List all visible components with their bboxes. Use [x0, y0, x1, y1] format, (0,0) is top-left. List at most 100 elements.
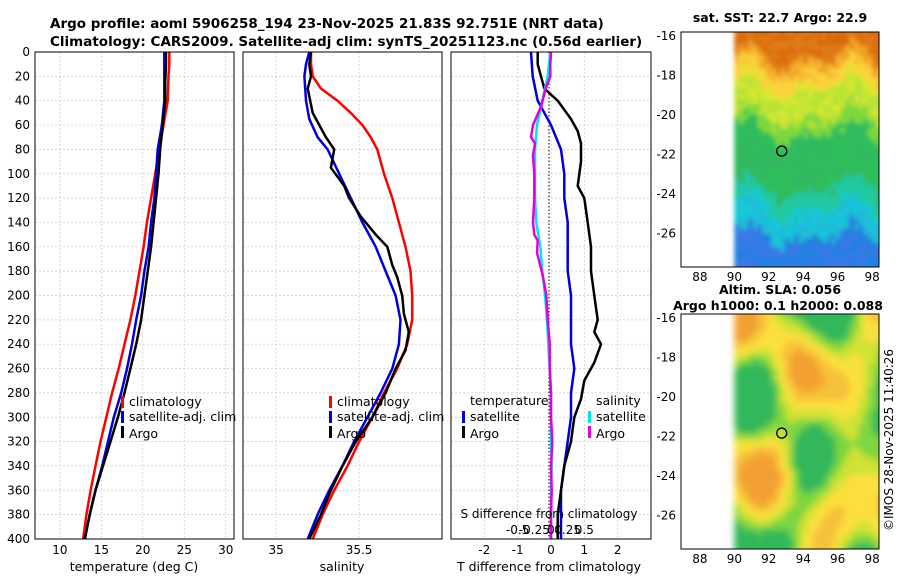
heatmap-cell [771, 442, 777, 448]
heatmap-cell [743, 479, 749, 485]
heatmap-cell [798, 442, 804, 448]
heatmap-cell [849, 188, 855, 194]
heatmap-cell [840, 169, 846, 175]
heatmap-cell [784, 483, 791, 489]
heatmap-cell [775, 178, 781, 184]
legend-label-argo: Argo [337, 426, 366, 441]
heatmap-cell [761, 197, 768, 203]
heatmap-cell [784, 479, 791, 485]
heatmap-cell [766, 506, 772, 512]
heatmap-cell [775, 201, 781, 207]
heatmap-cell [863, 77, 869, 83]
heatmap-cell [771, 488, 777, 494]
heatmap-cell [766, 146, 772, 152]
heatmap-cell [876, 234, 879, 240]
heatmap-cell [748, 442, 754, 448]
heatmap-cell [821, 32, 827, 37]
heatmap-cell [872, 252, 878, 258]
heatmap-cell [826, 174, 832, 180]
heatmap-cell [789, 451, 795, 457]
heatmap-cell [803, 174, 809, 180]
heatmap-cell [872, 474, 878, 480]
heatmap-cell [789, 68, 795, 74]
heatmap-cell [821, 396, 827, 402]
heatmap-cell [798, 345, 804, 351]
heatmap-cell [748, 456, 754, 462]
heatmap-cell [738, 123, 745, 129]
heatmap-cell [752, 174, 758, 180]
heatmap-cell [753, 553, 758, 558]
heatmap-cell [784, 36, 791, 42]
heatmap-cell [826, 197, 832, 203]
heatmap-cell [734, 451, 740, 457]
heatmap-cell [835, 396, 841, 402]
heatmap-cell [775, 234, 781, 240]
heatmap-cell [734, 314, 740, 319]
heatmap-cell [826, 146, 832, 152]
heatmap-cell [752, 73, 758, 79]
depth-tick-label: 380 [7, 508, 30, 522]
heatmap-cell [771, 211, 777, 217]
heatmap-cell [876, 497, 879, 503]
heatmap-cell [830, 45, 837, 51]
heatmap-cell [743, 460, 749, 466]
heatmap-cell [830, 252, 837, 258]
heatmap-cell [859, 553, 864, 558]
heatmap-cell [863, 247, 869, 253]
heatmap-cell [784, 341, 791, 347]
heatmap-cell [775, 59, 781, 65]
heatmap-cell [794, 396, 800, 402]
heatmap-cell [780, 271, 785, 276]
heatmap-cell [844, 437, 850, 443]
heatmap-cell [803, 419, 809, 425]
heatmap-cell [807, 91, 814, 97]
heatmap-cell [867, 479, 873, 485]
heatmap-cell [775, 410, 781, 416]
heatmap-cell [812, 215, 818, 221]
heatmap-cell [757, 77, 763, 83]
heatmap-cell [863, 201, 869, 207]
heatmap-cell [771, 539, 777, 545]
heatmap-cell [752, 341, 758, 347]
heatmap-cell [780, 364, 786, 370]
heatmap-cell [830, 520, 837, 526]
heatmap-cell [867, 355, 873, 361]
heatmap-cell [858, 534, 864, 540]
heatmap-cell [867, 447, 873, 453]
heatmap-cell [803, 437, 809, 443]
heatmap-cell [858, 252, 864, 258]
heatmap-cell [807, 36, 814, 42]
heatmap-cell [761, 437, 768, 443]
heatmap-cell [748, 378, 754, 384]
heatmap-cell [803, 387, 809, 393]
heatmap-cell [872, 414, 878, 420]
heatmap-cell [775, 318, 781, 324]
heatmap-cell [748, 206, 754, 212]
heatmap-cell [817, 391, 823, 397]
heatmap-cell [876, 50, 879, 56]
heatmap-cell [867, 178, 873, 184]
heatmap-cell [817, 206, 823, 212]
heatmap-cell [830, 174, 837, 180]
heatmap-cell [817, 419, 823, 425]
heatmap-cell [803, 229, 809, 235]
heatmap-cell [766, 36, 772, 42]
heatmap-cell [812, 45, 818, 51]
heatmap-cell [743, 155, 749, 161]
heatmap-cell [807, 174, 814, 180]
heatmap-cell [867, 63, 873, 69]
heatmap-cell [794, 257, 800, 263]
heatmap-cell [748, 261, 754, 267]
heatmap-cell [734, 40, 740, 46]
heatmap-cell [853, 32, 860, 33]
heatmap-cell [771, 364, 777, 370]
heatmap-cell [830, 493, 837, 499]
heatmap-cell [830, 433, 837, 439]
heatmap-cell [734, 63, 740, 69]
heatmap-cell [748, 502, 754, 508]
heatmap-cell [844, 516, 850, 522]
heatmap-cell [784, 100, 791, 106]
heatmap-cell [882, 257, 887, 262]
heatmap-cell [863, 424, 869, 430]
heatmap-cell [738, 45, 745, 51]
